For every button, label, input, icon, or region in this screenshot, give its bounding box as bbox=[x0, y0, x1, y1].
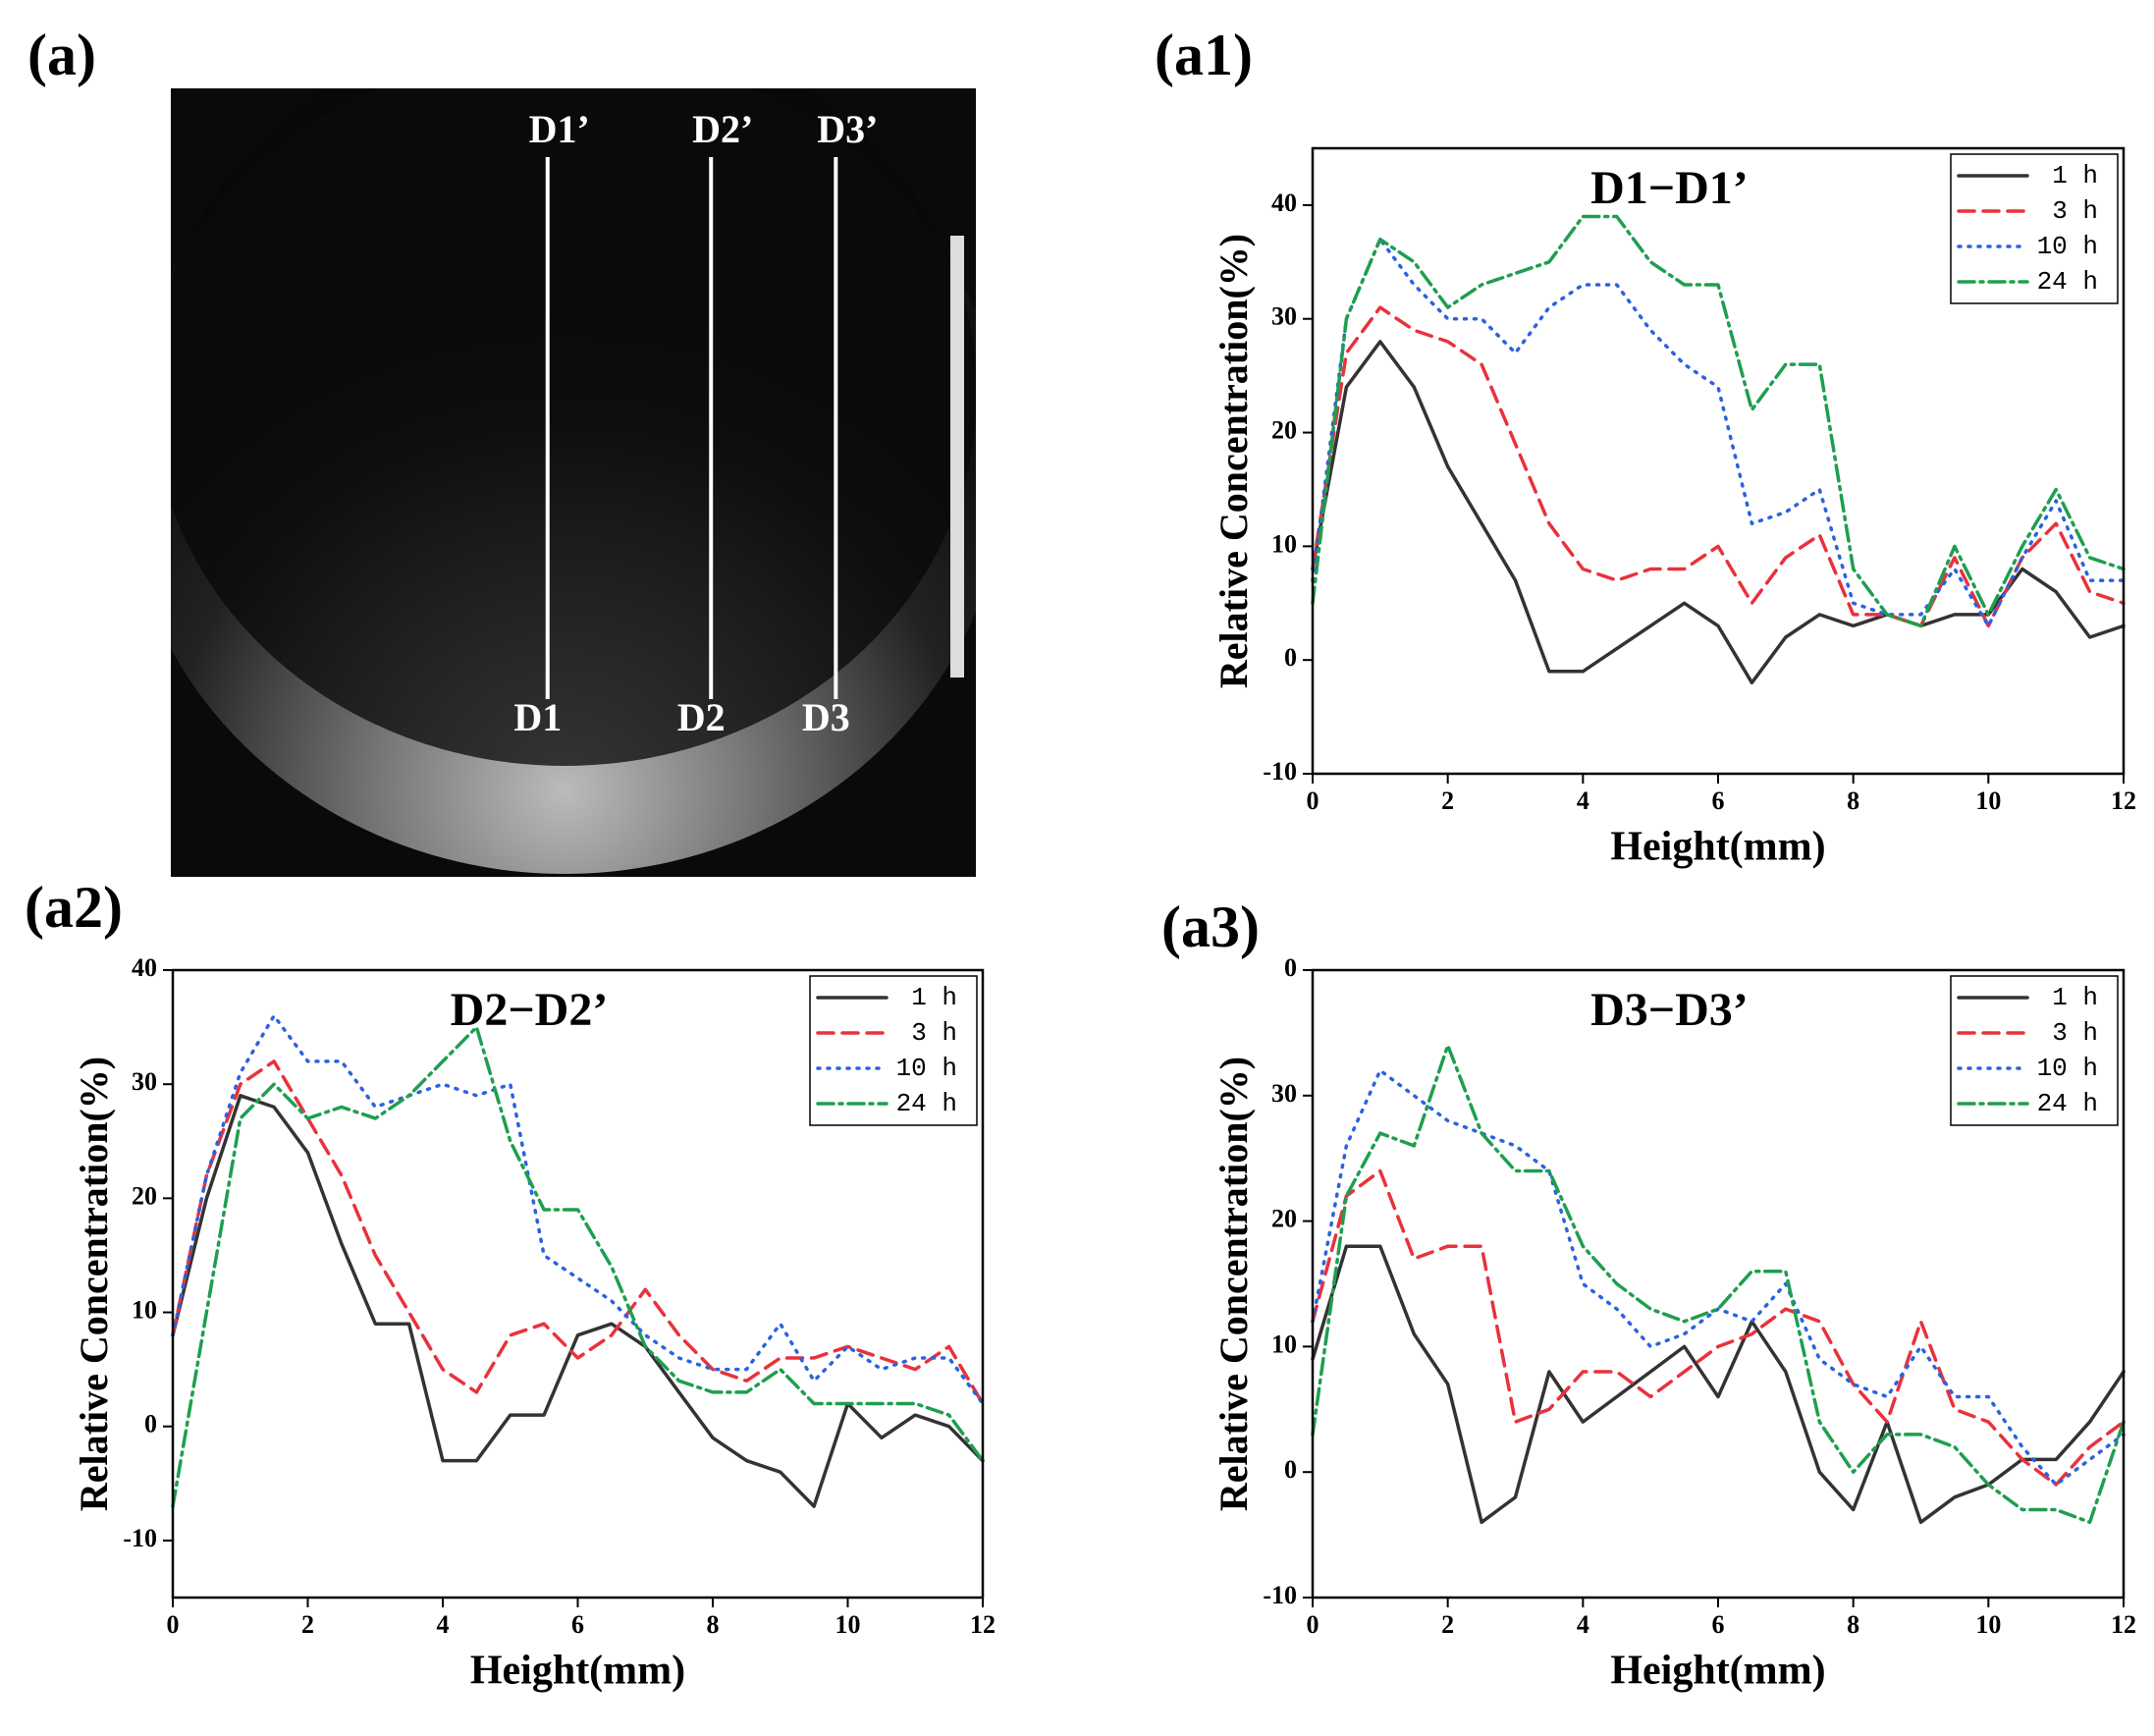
x-tick-label: 2 bbox=[1441, 1610, 1454, 1639]
annotation: D3−D3’ bbox=[1590, 984, 1749, 1036]
y-tick-label: 30 bbox=[1271, 1079, 1297, 1108]
x-tick-label: 4 bbox=[437, 1610, 450, 1639]
panel-label: (a2) bbox=[25, 875, 123, 940]
legend-label: 1 h bbox=[911, 983, 957, 1012]
y-tick-label: 0 bbox=[1284, 1455, 1297, 1484]
y-tick-label: 0 bbox=[1284, 643, 1297, 672]
y-tick-label: 0 bbox=[144, 1410, 157, 1438]
legend-label: 24 h bbox=[896, 1089, 957, 1118]
series-line bbox=[1311, 1068, 2126, 1487]
image-edge bbox=[950, 236, 964, 678]
series-line bbox=[1311, 1043, 2126, 1525]
series-line bbox=[1311, 1168, 2126, 1487]
specimen-core bbox=[171, 88, 976, 766]
line-top-label: D1’ bbox=[529, 107, 590, 151]
y-tick-label: 30 bbox=[132, 1067, 157, 1096]
y-axis-label: Relative Concentration(%) bbox=[1212, 1057, 1256, 1511]
legend-label: 10 h bbox=[2037, 1054, 2098, 1083]
series-line bbox=[171, 1025, 985, 1508]
x-axis-label: Height(mm) bbox=[1610, 1649, 1825, 1694]
x-tick-label: 0 bbox=[1307, 787, 1319, 815]
x-tick-label: 12 bbox=[2111, 1610, 2136, 1639]
x-tick-label: 10 bbox=[1975, 1610, 2001, 1639]
line-top-label: D3’ bbox=[817, 107, 878, 151]
x-tick-label: 4 bbox=[1577, 1610, 1589, 1639]
ct-image bbox=[171, 88, 976, 877]
y-axis-label: Relative Concentration(%) bbox=[1212, 234, 1256, 688]
x-tick-label: 12 bbox=[970, 1610, 996, 1639]
legend-label: 3 h bbox=[2052, 1018, 2098, 1048]
annotation: D1−D1’ bbox=[1590, 162, 1749, 214]
x-tick-label: 8 bbox=[707, 1610, 720, 1639]
line-top-label: D2’ bbox=[692, 107, 753, 151]
legend-label: 3 h bbox=[911, 1018, 957, 1048]
y-axis-label: Relative Concentration(%) bbox=[72, 1057, 116, 1511]
legend-label: 3 h bbox=[2052, 196, 2098, 226]
x-tick-label: 0 bbox=[1307, 1610, 1319, 1639]
series-line bbox=[1311, 214, 2126, 628]
legend-box bbox=[1950, 153, 2119, 304]
legend-box bbox=[1950, 975, 2119, 1126]
y-tick-label: 0 bbox=[1284, 953, 1297, 982]
y-tick-label: -10 bbox=[123, 1524, 157, 1552]
x-tick-label: 10 bbox=[1975, 787, 2001, 815]
x-axis-label: Height(mm) bbox=[1610, 825, 1825, 870]
x-tick-label: 6 bbox=[571, 1610, 584, 1639]
chart-panel: (a3) 0 2 4 6 8 10 12 -10 0 10 20 30 0 Height(mm) Relati… bbox=[1161, 895, 2136, 1694]
y-tick-label: 20 bbox=[132, 1181, 157, 1210]
x-tick-label: 8 bbox=[1847, 787, 1859, 815]
line-bottom-label: D2 bbox=[677, 695, 726, 739]
plot-frame bbox=[1311, 968, 2126, 1600]
series-line bbox=[171, 1013, 985, 1406]
legend-label: 1 h bbox=[2052, 983, 2098, 1012]
line-bottom-label: D3 bbox=[802, 695, 850, 739]
plot-frame bbox=[171, 968, 985, 1600]
x-tick-label: 2 bbox=[301, 1610, 314, 1639]
plot-frame bbox=[1311, 146, 2126, 776]
x-tick-label: 6 bbox=[1712, 1610, 1725, 1639]
x-tick-label: 2 bbox=[1441, 787, 1454, 815]
y-tick-label: -10 bbox=[1263, 757, 1297, 786]
y-tick-label: 10 bbox=[1271, 1329, 1297, 1358]
series-line bbox=[1311, 305, 2126, 628]
legend-label: 10 h bbox=[896, 1054, 957, 1083]
annotation: D2−D2’ bbox=[451, 984, 609, 1036]
y-tick-label: 20 bbox=[1271, 416, 1297, 445]
x-tick-label: 12 bbox=[2111, 787, 2136, 815]
series-line bbox=[171, 1094, 985, 1508]
y-tick-label: -10 bbox=[1263, 1581, 1297, 1609]
line-bottom-label: D1 bbox=[513, 695, 562, 739]
y-tick-label: 10 bbox=[132, 1296, 157, 1325]
legend-box bbox=[809, 975, 978, 1126]
x-tick-label: 4 bbox=[1577, 787, 1589, 815]
series-line bbox=[1311, 340, 2126, 685]
chart-panel: (a2) 0 2 4 6 8 10 12 -10 0 10 20 30 40 Height(mm) Relat… bbox=[25, 875, 996, 1694]
x-tick-label: 6 bbox=[1712, 787, 1725, 815]
series-line bbox=[1311, 1244, 2126, 1525]
series-line bbox=[1311, 237, 2126, 628]
chart-panel: (a1) 0 2 4 6 8 10 12 -10 0 10 20 30 40 Height(mm) Relat… bbox=[1155, 23, 2136, 870]
x-tick-label: 0 bbox=[167, 1610, 180, 1639]
panel-label: (a) bbox=[27, 23, 96, 87]
x-tick-label: 8 bbox=[1847, 1610, 1859, 1639]
y-tick-label: 40 bbox=[132, 953, 157, 982]
legend-label: 1 h bbox=[2052, 161, 2098, 190]
panel-label: (a3) bbox=[1161, 895, 1260, 959]
y-tick-label: 20 bbox=[1271, 1205, 1297, 1233]
y-tick-label: 30 bbox=[1271, 302, 1297, 331]
x-tick-label: 10 bbox=[835, 1610, 861, 1639]
legend-label: 10 h bbox=[2037, 232, 2098, 261]
y-tick-label: 10 bbox=[1271, 529, 1297, 558]
legend-label: 24 h bbox=[2037, 267, 2098, 297]
x-axis-label: Height(mm) bbox=[470, 1649, 685, 1694]
legend-label: 24 h bbox=[2037, 1089, 2098, 1118]
panel-label: (a1) bbox=[1155, 23, 1253, 87]
y-tick-label: 40 bbox=[1271, 189, 1297, 217]
